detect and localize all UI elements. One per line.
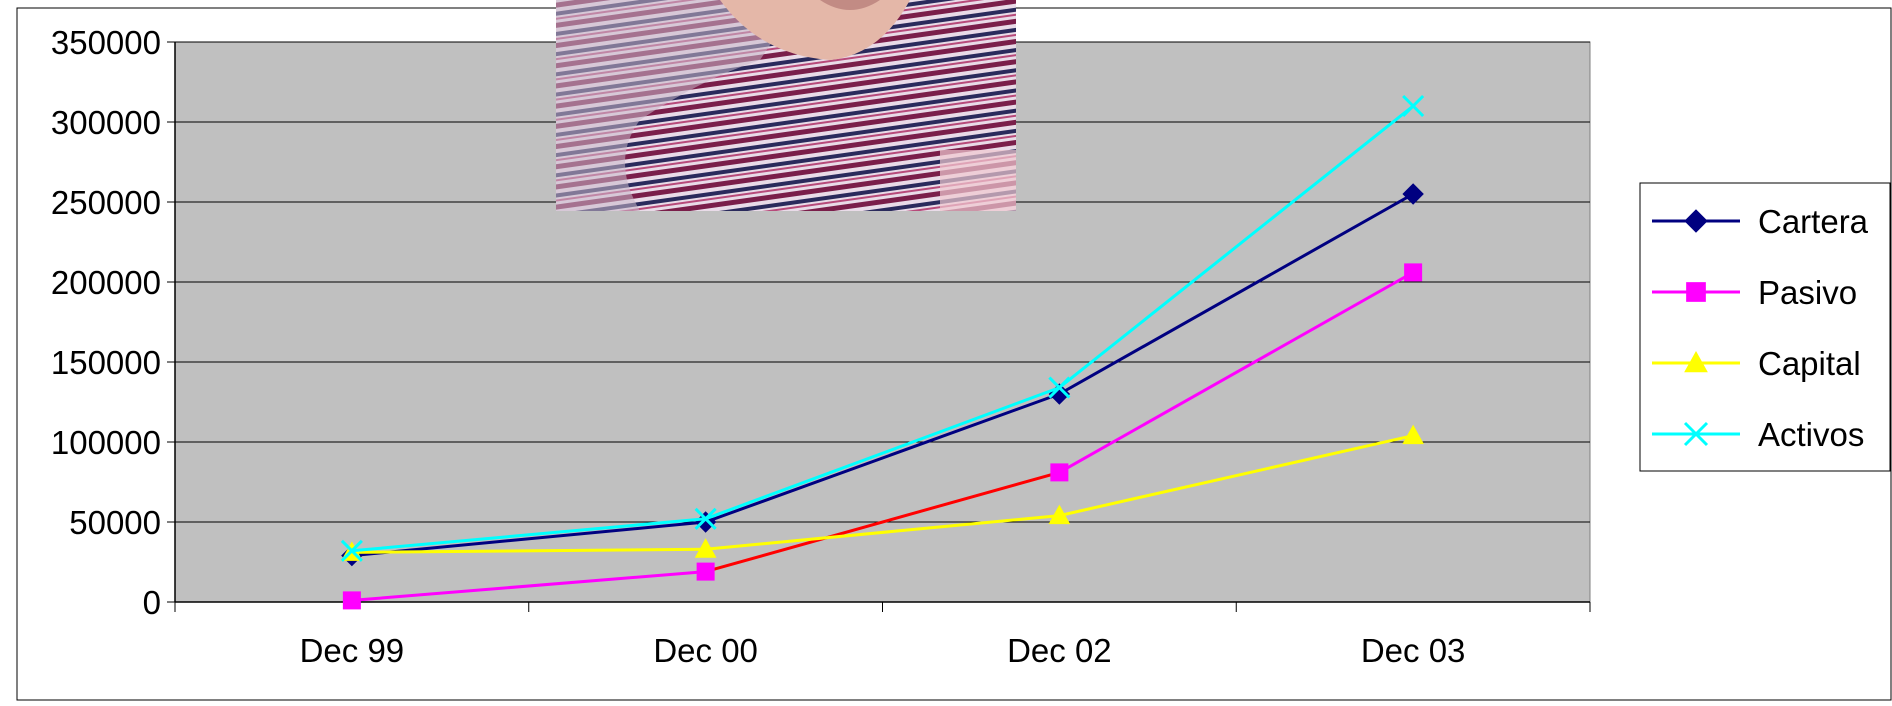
series-line-segment: [1058, 104, 1415, 389]
marker-x-stroke: [1683, 421, 1709, 447]
series-line-segment: [351, 517, 706, 553]
y-tick-label: 300000: [51, 104, 161, 141]
marker-triangle: [1684, 350, 1708, 373]
marker-triangle: [1402, 424, 1424, 445]
legend-entry-cartera: Cartera: [1652, 203, 1869, 240]
axes: 0 50000 100000 150000 200000 250000 300000 3500…: [51, 24, 1591, 669]
marker-x: [1048, 376, 1071, 399]
marker-x-stroke: [1048, 376, 1071, 399]
photo-neck-skin: [720, 0, 910, 60]
y-tick-label: 100000: [51, 424, 161, 461]
y-tick-label: 50000: [69, 504, 161, 541]
marker-x-stroke: [340, 539, 363, 562]
y-tick-label: 0: [143, 584, 161, 621]
series-capital: [341, 424, 1424, 561]
x-tick-label: Dec 00: [653, 632, 758, 669]
y-tick-label: 150000: [51, 344, 161, 381]
photo-shoulder-shade: [556, 0, 800, 211]
series-line-segment: [705, 514, 1060, 551]
series-line-segment: [351, 547, 706, 554]
marker-triangle: [1048, 504, 1071, 525]
legend-label: Pasivo: [1758, 274, 1857, 311]
marker-square: [696, 562, 715, 581]
marker-triangle: [694, 538, 717, 558]
photo-background-corner: [940, 150, 1016, 211]
legend: Cartera Pasivo Capital Activos: [1639, 182, 1891, 472]
legend-label: Capital: [1758, 345, 1861, 382]
marker-x: [340, 539, 363, 562]
y-tick-label: 350000: [51, 24, 161, 61]
series-line-segment: [1059, 434, 1414, 518]
series-line-segment: [351, 570, 706, 602]
series-cartera: [341, 183, 1424, 567]
photo-striped-shirt: [556, 0, 1016, 211]
legend-label: Cartera: [1758, 203, 1869, 240]
series-group: [340, 94, 1425, 610]
y-tick-label: 200000: [51, 264, 161, 301]
series-line-segment: [1058, 271, 1414, 474]
series-line-segment: [705, 386, 1060, 521]
x-tick-label: Dec 99: [300, 632, 405, 669]
marker-x: [1683, 421, 1709, 447]
photo-chin-shadow: [820, 0, 880, 10]
series-activos: [340, 94, 1425, 562]
legend-label: Activos: [1758, 416, 1864, 453]
x-tick-label: Dec 02: [1007, 632, 1112, 669]
series-pasivo: [342, 263, 1423, 610]
marker-x: [694, 507, 717, 530]
marker-diamond: [1402, 183, 1424, 205]
x-tick-label: Dec 03: [1361, 632, 1466, 669]
y-tick-label: 250000: [51, 184, 161, 221]
marker-x-stroke: [1402, 94, 1425, 118]
series-line-segment: [1058, 192, 1414, 396]
marker-square: [342, 591, 361, 610]
series-line-segment: [705, 392, 1060, 524]
marker-square: [1404, 263, 1423, 282]
legend-entry-capital: Capital: [1652, 345, 1861, 382]
marker-square: [1050, 463, 1069, 482]
legend-entry-activos: Activos: [1652, 416, 1864, 453]
legend-entry-pasivo: Pasivo: [1652, 274, 1857, 311]
marker-x: [1402, 94, 1425, 118]
series-line-segment: [351, 520, 706, 558]
marker-diamond: [1684, 209, 1708, 233]
marker-x-stroke: [694, 507, 717, 530]
series-line-segment: [705, 470, 1060, 574]
legend-box: [1639, 182, 1891, 472]
marker-square: [1686, 282, 1706, 302]
